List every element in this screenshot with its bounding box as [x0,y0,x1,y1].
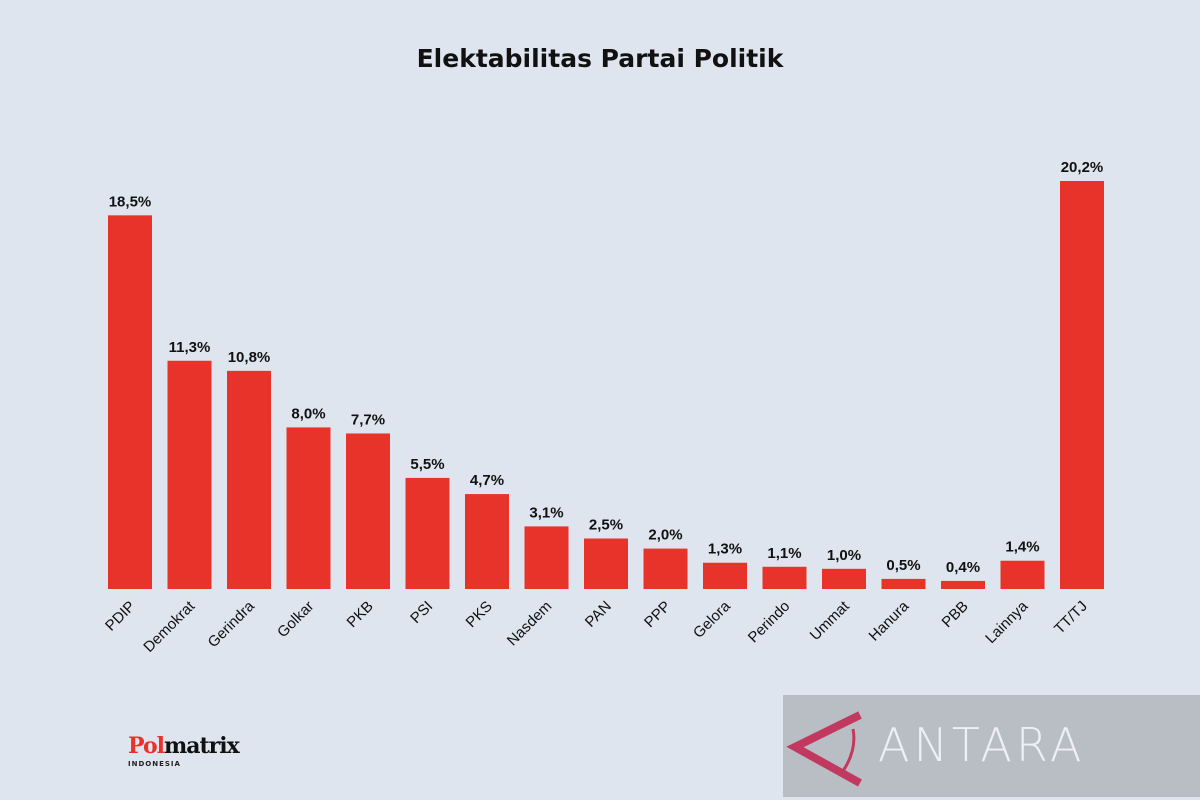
data-label: 7,7% [351,411,385,428]
data-label: 11,3% [169,339,211,356]
x-tick-label: Golkar [274,598,317,641]
bar-Nasdem [524,526,569,589]
bar-Lainnya [1000,560,1045,589]
x-tick-label: Demokrat [140,597,199,656]
bar-PSI [405,477,450,589]
data-label: 2,0% [648,527,682,544]
data-label: 2,5% [589,517,623,534]
x-tick-label: Lainnya [982,597,1032,647]
bar-PBB [941,580,985,589]
x-tick-label: PKS [463,598,496,631]
bar-PKB [346,433,390,589]
x-tick-label: PPP [641,598,674,631]
watermark-text: ANTARA [878,718,1086,772]
bar-Hanura [881,578,926,589]
data-label: 4,7% [470,472,504,489]
x-tick-label: Nasdem [504,598,556,650]
logo-text-red: Pol [128,733,165,759]
data-label: 8,0% [291,405,325,422]
x-tick-label: PAN [582,598,615,631]
data-label: 0,5% [886,557,920,574]
x-tick-label: Hanura [866,597,913,644]
x-tick-label: Gelora [690,597,734,641]
logo-text-black: matrix [163,733,240,759]
x-tick-label: PKB [344,598,377,631]
bar-Ummat [822,568,866,589]
logo-sub: INDONESIA [128,760,181,768]
antara-watermark: ANTARA [783,695,1200,797]
x-tick-label: TT/TJ [1051,598,1091,638]
data-label: 1,4% [1005,539,1039,556]
polmatrix-logo: Polmatrix INDONESIA [128,733,240,770]
x-tick-label: Perindo [745,598,794,647]
bar-Perindo [762,566,807,589]
bar-TT/TJ [1060,181,1104,589]
data-label: 5,5% [410,456,444,473]
bar-PAN [584,538,628,589]
data-label: 1,0% [827,547,861,564]
data-label: 1,3% [708,541,742,558]
bar-PPP [643,548,688,589]
data-label: 18,5% [109,193,152,210]
x-tick-label: PBB [939,598,972,631]
x-tick-label: Ummat [807,597,854,644]
x-tick-label: Gerindra [205,597,259,651]
bar-PKS [465,494,509,589]
data-label: 3,1% [529,504,563,521]
x-tick-label: PSI [407,598,436,627]
bar-Golkar [286,427,331,589]
chart-title: Elektabilitas Partai Politik [416,44,784,73]
data-label: 1,1% [767,545,801,562]
bar-PDIP [108,215,152,589]
bar-Gelora [703,562,747,589]
bar-Demokrat [167,360,212,589]
x-tick-label: PDIP [102,598,139,635]
antara-logo-icon [786,711,862,787]
data-label: 10,8% [228,349,271,366]
data-label: 20,2% [1061,159,1104,176]
data-label: 0,4% [946,559,980,576]
bar-Gerindra [227,370,271,589]
